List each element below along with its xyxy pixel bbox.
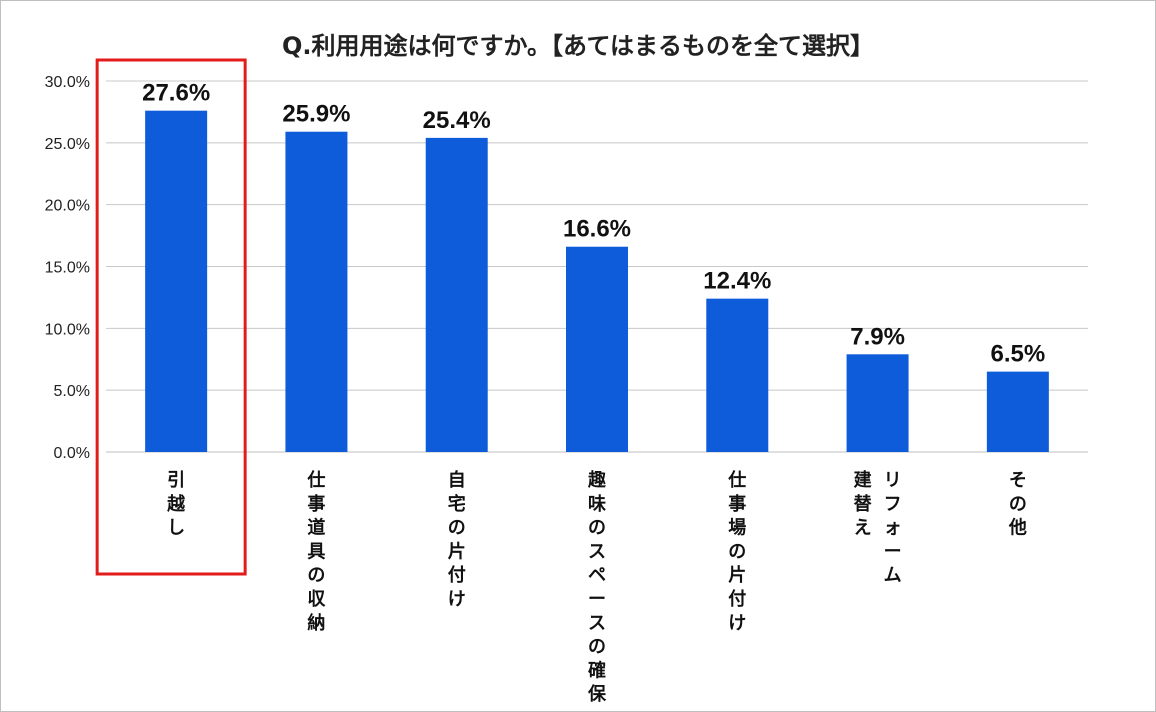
category-labels: 引越し 仕事道具の収納 自宅の片付け 趣味のスペースの確保 仕事場の片付け リフォーム建替… [166,469,1027,705]
category-label-text: 仕事場の片付け [727,469,746,634]
bar [425,137,488,453]
bar [706,298,769,452]
data-label: 27.6% [142,80,210,107]
y-tick-label: 10.0% [45,321,90,338]
data-label: 6.5% [991,341,1046,368]
category-label: 仕事道具の収納 [306,469,326,634]
category-label: 引越し [166,470,186,539]
y-tick-label: 0.0% [54,445,90,462]
category-label: その他 [1008,470,1027,539]
category-label-text: 自宅の片付け [448,469,466,610]
y-axis-tick-labels: 0.0% 5.0% 10.0% 15.0% 20.0% 25.0% 30.0% [45,74,90,462]
data-labels: 27.6% 25.9% 25.4% 16.6% 12.4% 7.9% 6.5% [142,80,1045,368]
bar [986,371,1049,452]
category-label-text: その他 [1008,470,1027,539]
bar [145,110,208,453]
category-label-text: 仕事道具の収納 [306,469,326,634]
category-label-text: 引越し [166,470,186,539]
category-label-text: リフォーム [884,470,902,586]
data-label: 25.9% [282,101,350,128]
y-tick-label: 5.0% [54,383,90,400]
bars [145,110,1049,453]
data-label: 25.4% [423,107,491,134]
y-tick-label: 15.0% [45,260,90,277]
bar [846,354,909,452]
highlight-box [95,58,247,576]
category-label: 仕事場の片付け [727,469,746,634]
category-label: 趣味のスペースの確保 [587,470,607,705]
data-label: 16.6% [563,216,631,243]
y-tick-label: 30.0% [45,74,90,91]
chart-title: Q.利用用途は何ですか。【あてはまるものを全て選択】 [281,32,875,60]
bar [566,246,628,452]
highlight-box-layer [95,58,247,576]
category-label: 自宅の片付け [448,469,466,610]
bar [285,131,348,452]
category-label-text: 建替え [854,469,873,539]
y-tick-label: 25.0% [45,136,90,153]
data-label: 12.4% [703,268,771,295]
category-label-text: 趣味のスペースの確保 [587,470,607,705]
data-label: 7.9% [850,323,905,350]
y-tick-label: 20.0% [45,198,90,215]
